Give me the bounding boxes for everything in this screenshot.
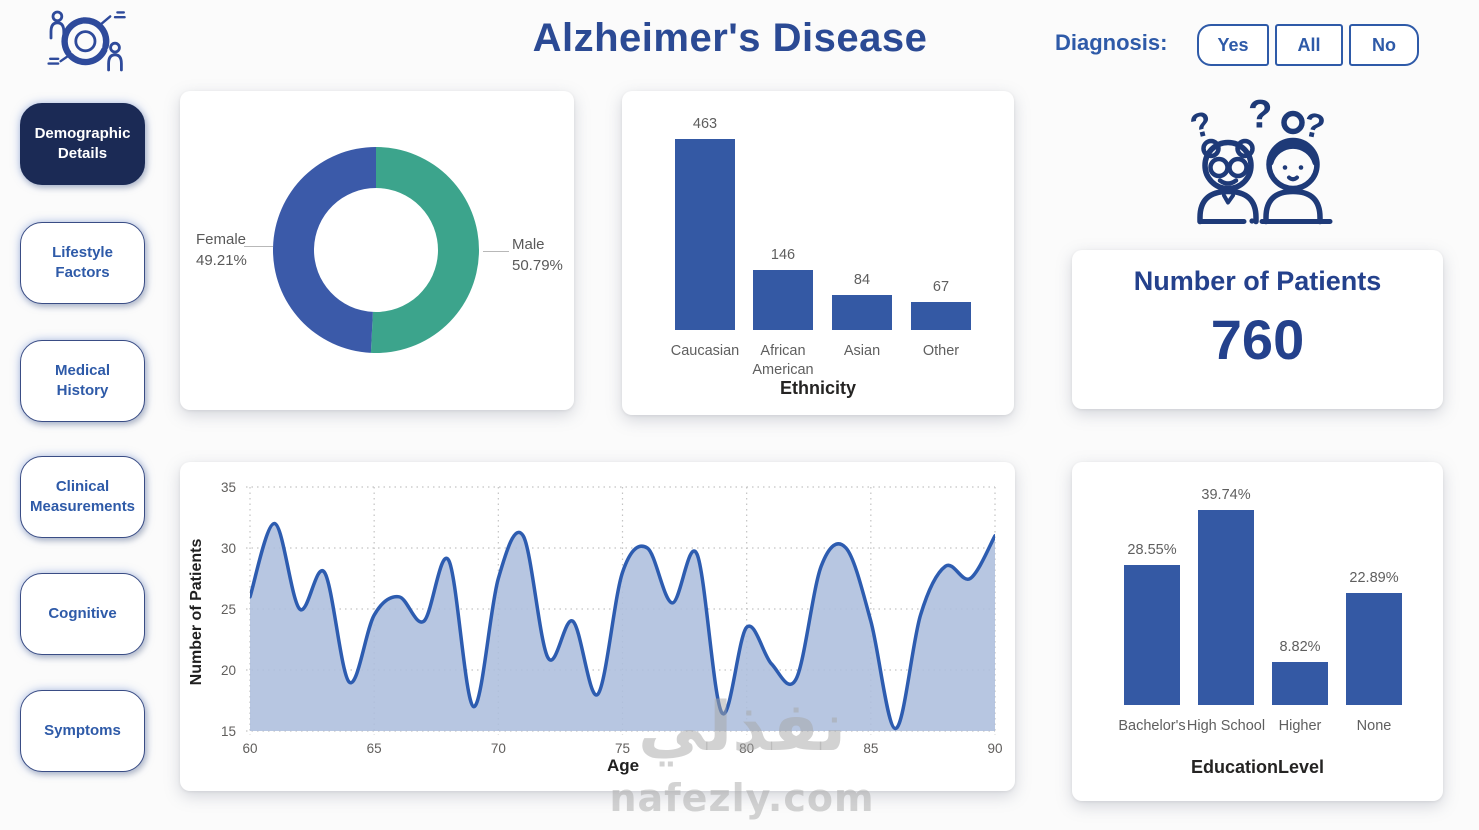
sidebar-item-cognitive[interactable]: Cognitive — [20, 573, 145, 655]
svg-text:20: 20 — [221, 663, 236, 678]
demographics-donut-logo-icon — [47, 10, 126, 72]
svg-text:75: 75 — [615, 741, 630, 756]
ethnicity-chart-card: 463 Caucasian 146 African American 84 Asian 67… — [622, 91, 1014, 415]
education-chart-card: 28.55% Bachelor's 39.74% High School 8.82% Hi… — [1072, 462, 1443, 801]
education-axis-title: EducationLevel — [1190, 757, 1325, 777]
diagnosis-label: Diagnosis: — [1055, 30, 1168, 55]
female-slice-label: Female 49.21% — [196, 229, 247, 271]
svg-text:25: 25 — [221, 602, 236, 617]
patient-count-card: Number of Patients 760 — [1072, 250, 1443, 409]
gender-donut-chart[interactable] — [180, 91, 574, 410]
male-label-text: Male — [512, 236, 545, 253]
bar-value-label: 28.55% — [1127, 541, 1177, 558]
svg-text:85: 85 — [863, 741, 878, 756]
bar-other[interactable] — [911, 302, 971, 330]
bar-value-label: 67 — [932, 279, 950, 296]
bar-category-label: Caucasian — [670, 343, 740, 359]
bar-none[interactable] — [1346, 592, 1402, 705]
bar-value-label: 146 — [770, 246, 796, 263]
diagnosis-filter-all[interactable]: All — [1275, 24, 1343, 66]
bar-high-school[interactable] — [1198, 510, 1254, 705]
bar-value-label: 8.82% — [1279, 638, 1321, 655]
bar-category-label: None — [1356, 718, 1392, 734]
bar-category-label: Asian — [843, 343, 881, 359]
male-callout-line — [483, 251, 509, 252]
bar-value-label: 463 — [692, 116, 718, 132]
area-y-axis-title: Number of Patients — [188, 538, 205, 686]
svg-text:?: ? — [1248, 93, 1272, 137]
diagnosis-filter-yes[interactable]: Yes — [1197, 24, 1269, 66]
sidebar-item-label: Lifestyle Factors — [52, 243, 113, 281]
sidebar-item-symptoms[interactable]: Symptoms — [20, 690, 145, 772]
page-title: Alzheimer's Disease — [532, 16, 928, 60]
sidebar-item-label: Clinical Measurements — [29, 477, 136, 515]
elderly-couple-icon: ? ? ? — [1187, 93, 1333, 225]
female-callout-line — [244, 246, 273, 247]
svg-text:15: 15 — [221, 724, 236, 739]
kpi-value: 760 — [1210, 308, 1305, 371]
age-distribution-card: 15 20 25 30 35 60 65 70 75 80 85 90 Number of Patie… — [180, 462, 1015, 791]
age-area-chart[interactable]: 15 20 25 30 35 60 65 70 75 80 85 90 — [180, 462, 1015, 791]
male-label-pct: 50.79% — [512, 257, 563, 274]
sidebar-item-label: Demographic Details — [34, 124, 131, 162]
male-slice-label: Male 50.79% — [512, 234, 563, 276]
bar-category-label: Higher — [1278, 718, 1322, 734]
bar-african-american[interactable] — [753, 269, 813, 330]
bar-caucasian[interactable] — [675, 139, 735, 330]
sidebar-item-label: Symptoms — [44, 721, 121, 739]
female-label-text: Female — [196, 231, 247, 248]
bar-category-label: High School — [1186, 718, 1266, 734]
svg-text:35: 35 — [221, 480, 236, 495]
svg-text:80: 80 — [739, 741, 754, 756]
bar-category-label: Bachelor's — [1118, 718, 1186, 734]
ethnicity-axis-title: Ethnicity — [779, 378, 856, 398]
donut-slice-female[interactable] — [272, 147, 376, 353]
diagnosis-filter-no[interactable]: No — [1349, 24, 1419, 66]
bar-asian[interactable] — [832, 295, 892, 330]
bar-value-label: 84 — [853, 272, 871, 289]
female-label-pct: 49.21% — [196, 252, 247, 269]
svg-text:30: 30 — [221, 541, 236, 556]
sidebar-item-medical-history[interactable]: Medical History — [20, 340, 145, 422]
bar-category-label: African American — [752, 343, 814, 378]
donut-slice-male[interactable] — [370, 147, 479, 353]
bar-value-label: 22.89% — [1349, 569, 1399, 586]
gender-donut-card: Female 49.21% Male 50.79% — [180, 91, 574, 410]
svg-text:60: 60 — [242, 741, 257, 756]
svg-text:65: 65 — [367, 741, 382, 756]
svg-text:70: 70 — [491, 741, 506, 756]
kpi-title: Number of Patients — [1133, 266, 1382, 296]
diagnosis-filter-group: Yes All No — [1197, 24, 1419, 66]
bar-category-label: Other — [922, 343, 960, 359]
sidebar-item-label: Medical History — [54, 361, 111, 399]
svg-text:90: 90 — [987, 741, 1002, 756]
sidebar-item-demographic-details[interactable]: Demographic Details — [20, 103, 145, 185]
bar-higher[interactable] — [1272, 661, 1328, 705]
area-x-axis-title: Age — [606, 756, 640, 775]
bar-value-label: 39.74% — [1201, 487, 1251, 503]
sidebar-item-label: Cognitive — [48, 604, 117, 622]
sidebar-item-lifestyle-factors[interactable]: Lifestyle Factors — [20, 222, 145, 304]
sidebar-item-clinical-measurements[interactable]: Clinical Measurements — [20, 456, 145, 538]
bar-bachelor-s[interactable] — [1124, 564, 1180, 705]
